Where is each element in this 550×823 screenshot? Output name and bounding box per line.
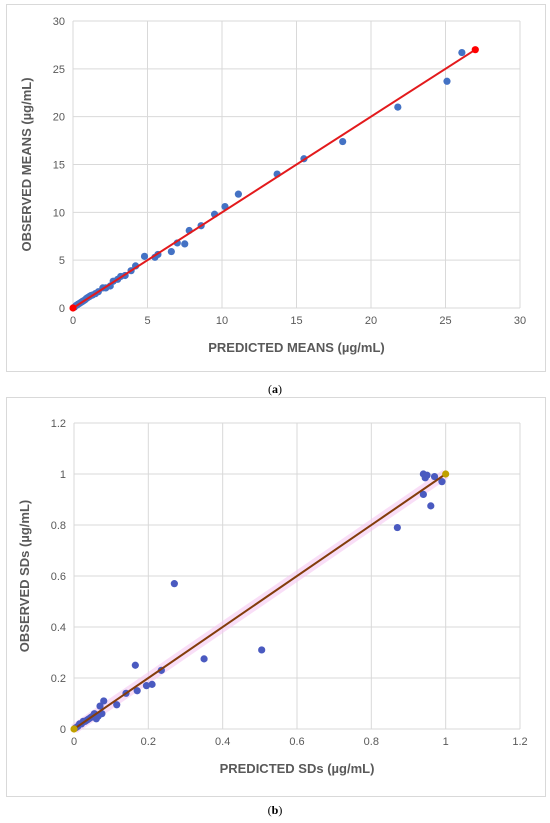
caption-b: (b) xyxy=(267,803,283,817)
x-tick-label: 0.4 xyxy=(215,736,230,748)
data-point xyxy=(258,646,266,654)
data-point xyxy=(96,702,104,710)
chart-panel-b: 0 0.2 0.4 0.6 0.8 1 1.2 0 0.2 0.4 0.6 0.8 1 1.2 PREDIC… xyxy=(6,397,546,797)
fit-line xyxy=(72,48,476,309)
y-tick-label: 0 xyxy=(59,303,65,315)
y-axis-title: OBSERVED MEANS (µg/mL) xyxy=(19,77,34,251)
fit-line-end-marker xyxy=(471,46,479,54)
x-tick-label: 5 xyxy=(144,315,150,327)
x-axis-title: PREDICTED MEANS (µg/mL) xyxy=(208,340,385,355)
x-tick-label: 0.8 xyxy=(364,736,379,748)
y-tick-label: 1 xyxy=(60,469,66,481)
gridlines xyxy=(73,422,521,730)
data-point xyxy=(167,247,175,256)
x-tick-label: 30 xyxy=(514,315,526,327)
scatter-chart-b: 0 0.2 0.4 0.6 0.8 1 1.2 0 0.2 0.4 0.6 0.8 1 1.2 PREDIC… xyxy=(17,418,528,776)
data-point xyxy=(133,687,141,695)
scatter-chart-a: 0 5 10 15 20 25 30 0 5 10 15 20 25 30 PREDICTED MEANS … xyxy=(19,16,526,355)
x-axis-title: PREDICTED SDs (µg/mL) xyxy=(220,761,375,776)
x-tick-label: 20 xyxy=(365,315,377,327)
data-point xyxy=(430,472,439,481)
data-point xyxy=(148,680,156,688)
data-point xyxy=(443,77,451,85)
y-tick-label: 5 xyxy=(59,255,65,267)
y-tick-label: 0 xyxy=(60,724,66,736)
data-point xyxy=(181,240,189,248)
x-tick-label: 0.2 xyxy=(141,736,156,748)
y-tick-label: 20 xyxy=(53,112,65,124)
fit-line-end-marker xyxy=(442,470,450,478)
data-point xyxy=(142,682,151,690)
x-tick-label: 1.2 xyxy=(512,736,527,748)
fit-line-start-marker xyxy=(69,304,77,312)
y-tick-label: 15 xyxy=(53,160,65,172)
y-tick-label: 25 xyxy=(53,64,65,76)
y-tick-label: 10 xyxy=(53,207,65,219)
y-tick-label: 0.2 xyxy=(51,673,66,685)
y-tick-label: 1.2 xyxy=(51,418,66,430)
x-tick-label: 1 xyxy=(443,736,449,748)
x-tick-label: 0 xyxy=(71,736,77,748)
x-tick-label: 15 xyxy=(290,315,302,327)
x-tick-label: 25 xyxy=(439,315,451,327)
x-tick-label: 0.6 xyxy=(289,736,304,748)
data-point xyxy=(100,697,108,705)
data-point xyxy=(339,137,347,146)
data-point xyxy=(423,471,431,479)
y-tick-label: 0.4 xyxy=(51,622,66,634)
data-point xyxy=(427,502,435,510)
data-point xyxy=(438,478,446,486)
x-tick-label: 10 xyxy=(216,315,228,327)
y-axis-title: OBSERVED SDs (µg/mL) xyxy=(17,500,32,652)
data-point xyxy=(170,580,178,588)
y-tick-label: 0.6 xyxy=(51,571,66,583)
fit-line-start-marker xyxy=(70,725,78,733)
data-point xyxy=(140,252,149,260)
y-tick-label: 0.8 xyxy=(51,520,66,532)
data-point xyxy=(131,661,139,669)
y-tick-label: 30 xyxy=(53,16,65,28)
data-point xyxy=(113,701,121,709)
chart-panel-a: 0 5 10 15 20 25 30 0 5 10 15 20 25 30 PREDICTED MEANS … xyxy=(6,4,546,372)
caption-a: (a) xyxy=(268,382,282,396)
x-tick-label: 0 xyxy=(70,315,76,327)
data-point xyxy=(458,48,466,57)
data-point xyxy=(394,103,402,111)
data-point xyxy=(419,490,427,498)
data-point xyxy=(393,523,401,532)
data-point xyxy=(234,190,242,198)
fit-line xyxy=(73,473,447,730)
data-point xyxy=(200,655,208,663)
